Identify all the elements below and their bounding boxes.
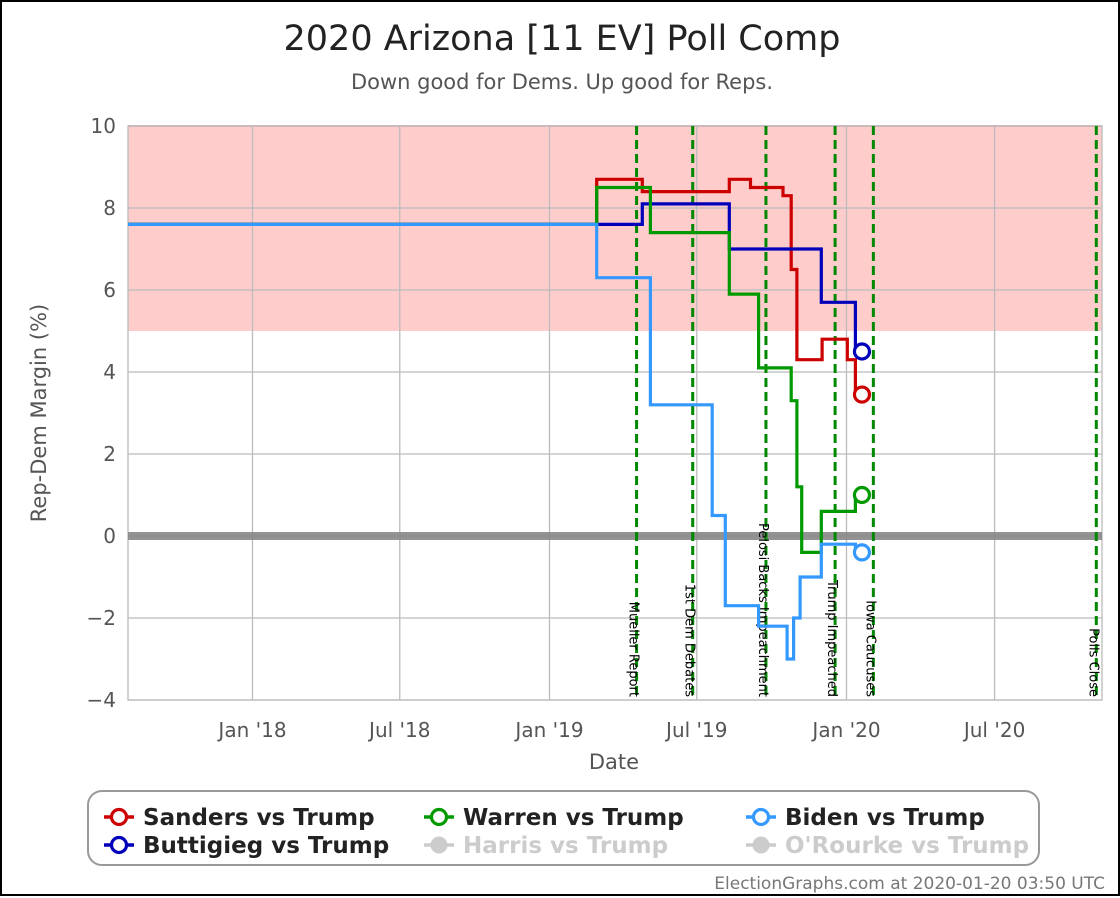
y-tick-label: −2 — [87, 606, 116, 630]
legend-entry[interactable]: Biden vs Trump — [785, 805, 985, 831]
current-value-marker — [852, 342, 872, 361]
legend-box — [87, 790, 1040, 866]
current-value-marker — [852, 543, 872, 562]
current-value-marker — [852, 485, 872, 505]
legend-entry[interactable]: Buttigieg vs Trump — [143, 833, 389, 859]
event-label: Iowa Caucuses — [862, 600, 877, 697]
x-axis-label: Date — [589, 750, 639, 774]
event-label: Pelosi Backs Impeachment — [755, 523, 770, 697]
chart-subtitle: Down good for Dems. Up good for Reps. — [351, 70, 773, 94]
y-axis-label: Rep-Dem Margin (%) — [27, 304, 51, 522]
legend-swatch-marker — [430, 836, 448, 854]
x-tick-label: Jan '19 — [513, 718, 583, 742]
current-value-marker — [852, 385, 872, 404]
x-tick-label: Jul '18 — [367, 718, 430, 742]
legend-swatch-marker — [429, 807, 449, 827]
event-label: Trump Impeached — [824, 579, 839, 697]
y-tick-label: 10 — [91, 114, 116, 138]
x-tick-label: Jul '19 — [664, 718, 727, 742]
series-line — [128, 177, 858, 395]
legend-swatch-marker — [751, 807, 771, 827]
shaded-band — [128, 126, 1102, 331]
plot-border — [127, 125, 1103, 701]
series-line — [128, 222, 858, 661]
y-tick-label: 2 — [103, 442, 116, 466]
y-tick-label: 6 — [103, 278, 116, 302]
legend-entry[interactable]: Sanders vs Trump — [143, 805, 375, 831]
y-tick-label: −4 — [87, 688, 116, 712]
event-label: Polls Close — [1085, 628, 1100, 697]
y-tick-label: 0 — [103, 524, 116, 548]
legend-swatch-marker — [752, 836, 770, 854]
event-label: 1st Dem Debates — [682, 584, 697, 697]
event-label: Mueller Report — [626, 602, 641, 697]
x-tick-label: Jan '18 — [216, 718, 286, 742]
y-tick-label: 8 — [103, 196, 116, 220]
x-tick-label: Jul '20 — [962, 718, 1025, 742]
legend-entry[interactable]: Harris vs Trump — [463, 833, 668, 859]
legend-swatch-marker — [109, 835, 129, 855]
x-tick-label: Jan '20 — [810, 718, 880, 742]
legend-swatch-marker — [109, 807, 129, 827]
legend-entry[interactable]: Warren vs Trump — [463, 805, 684, 831]
y-tick-label: 4 — [103, 360, 116, 384]
footer-text: ElectionGraphs.com at 2020-01-20 03:50 U… — [714, 874, 1105, 894]
legend-entry[interactable]: O'Rourke vs Trump — [785, 833, 1029, 859]
chart-title: 2020 Arizona [11 EV] Poll Comp — [284, 19, 841, 59]
